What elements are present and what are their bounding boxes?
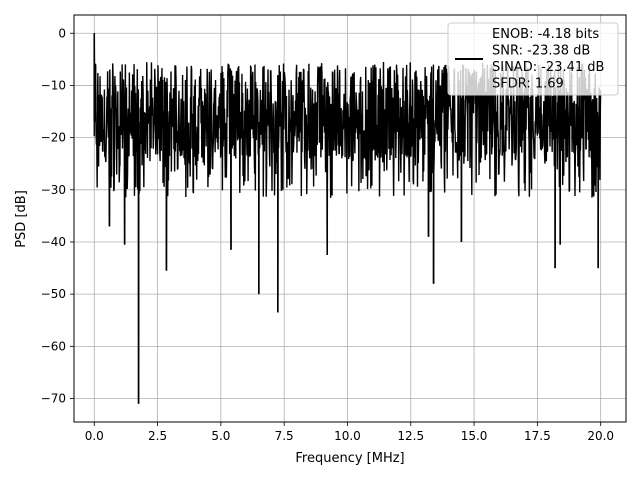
y-tick-label: −20 xyxy=(41,131,66,145)
x-tick-label: 12.5 xyxy=(397,429,424,443)
legend-line-2: SNR: -23.38 dB xyxy=(492,44,590,59)
x-tick-label: 20.0 xyxy=(587,429,614,443)
y-tick-label: 0 xyxy=(58,26,66,40)
x-tick-label: 10.0 xyxy=(334,429,361,443)
x-tick-label: 2.5 xyxy=(148,429,167,443)
y-tick-label: −30 xyxy=(41,183,66,197)
axes-frame xyxy=(73,14,627,423)
x-tick-label: 5.0 xyxy=(211,429,230,443)
psd-series-line xyxy=(93,33,602,404)
y-tick-label: −10 xyxy=(41,78,66,92)
x-tick-label: 17.5 xyxy=(524,429,551,443)
y-axis-ticks: 0 −10 −20 −30 −40 −50 −60 −70 xyxy=(41,26,74,406)
series-group xyxy=(93,33,602,404)
y-tick-label: −50 xyxy=(41,287,66,301)
x-tick-label: 7.5 xyxy=(275,429,294,443)
legend-line-3: SINAD: -23.41 dB xyxy=(492,60,604,75)
x-axis-ticks: 0.0 2.5 5.0 7.5 10.0 12.5 15.0 17.5 20.0 xyxy=(85,422,614,443)
legend-box xyxy=(447,22,619,96)
y-axis-label: PSD [dB] xyxy=(14,190,29,248)
y-tick-label: −40 xyxy=(41,235,66,249)
legend-line-4: SFDR: 1.69 xyxy=(492,77,564,92)
y-tick-label: −70 xyxy=(41,392,66,406)
x-tick-label: 15.0 xyxy=(461,429,488,443)
x-axis-label: Frequency [MHz] xyxy=(295,451,404,466)
x-tick-label: 0.0 xyxy=(85,429,104,443)
y-tick-label: −60 xyxy=(41,339,66,353)
plot-area xyxy=(93,33,602,404)
legend-line-1: ENOB: -4.18 bits xyxy=(492,27,599,42)
